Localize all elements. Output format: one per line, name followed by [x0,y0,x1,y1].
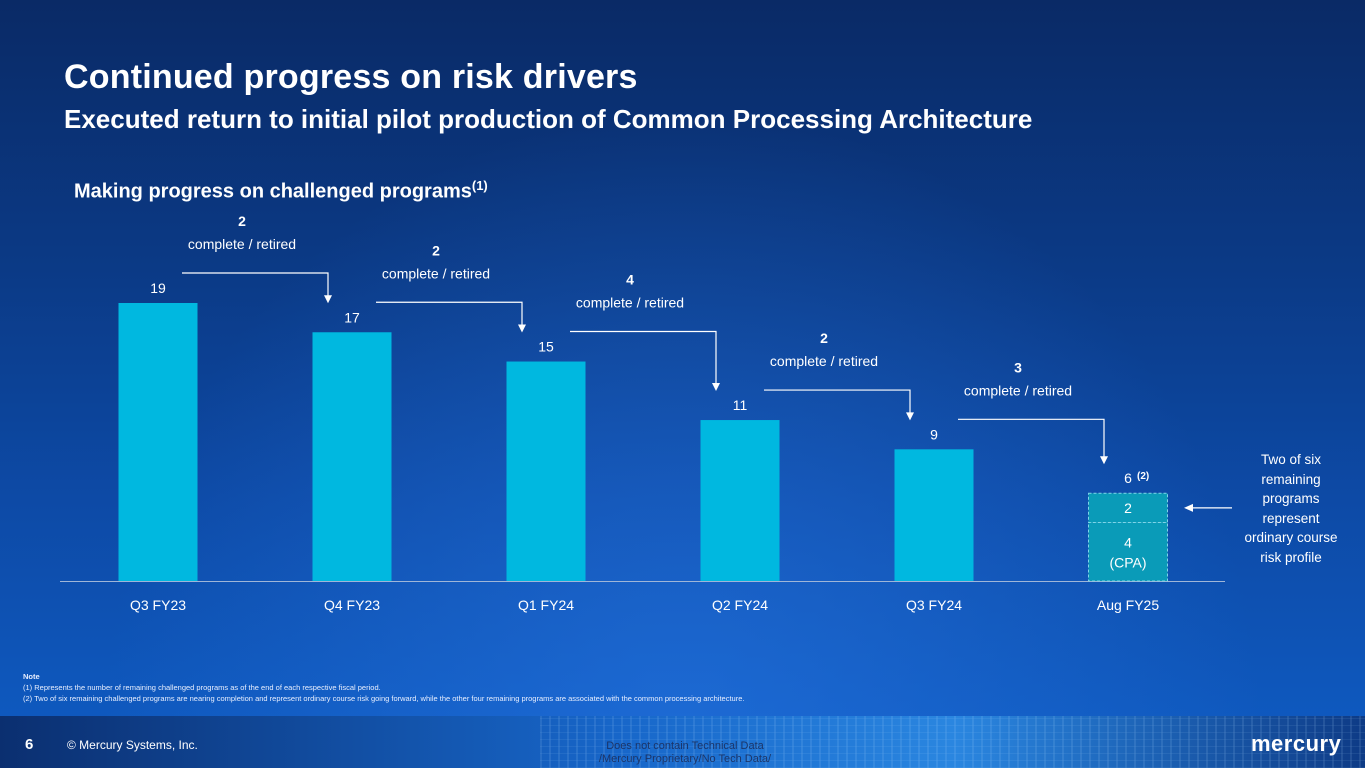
footer-band [0,716,1365,768]
x-tick-label: Q2 FY24 [712,597,768,613]
transition-connector [570,330,717,385]
segment-label: 4 [1124,535,1132,551]
transition-count: 2 [820,330,828,346]
disclaimer-line: /Mercury Proprietary/No Tech Data/ [598,753,772,765]
chart-section-title: Making progress on challenged programs(1… [74,178,488,204]
segment-label: 2 [1124,500,1132,516]
transition-text: complete / retired [770,353,878,369]
bar [312,332,392,581]
transition-arrowhead [518,324,526,333]
transition-count: 3 [1014,359,1022,375]
stacked-bar-segment [1088,521,1168,582]
bar [700,420,780,581]
transition-text: complete / retired [576,295,684,311]
bar-value-label: 15 [538,339,554,355]
transition-connector [376,301,523,326]
transition-text: complete / retired [188,236,296,252]
transition-connector [182,272,329,297]
x-tick-label: Q3 FY24 [906,597,962,613]
bar [506,361,586,581]
x-tick-label: Q1 FY24 [518,597,574,613]
transition-arrowhead [712,383,720,392]
footnote-item: (1) Represents the number of remaining c… [23,683,381,692]
transition-count: 2 [238,213,246,229]
page-title: Continued progress on risk drivers [64,58,638,96]
bar-value-label: 17 [344,309,360,325]
transition-count: 4 [626,272,634,288]
bar-value-footnote: (2) [1137,471,1149,482]
section-title-text: Making progress on challenged programs [74,180,472,203]
transition-text: complete / retired [964,382,1072,398]
bar [118,303,198,581]
bar-value-label: 19 [150,280,166,296]
side-note-line: remaining [1261,471,1321,487]
page-subtitle: Executed return to initial pilot product… [64,104,1033,134]
side-note-line: Two of six [1260,452,1322,467]
transition-count: 2 [432,242,440,258]
stacked-bar-segment [1088,492,1168,523]
transition-arrowhead [324,295,332,304]
segment-sublabel: (CPA) [1109,555,1146,571]
footnote-item: (2) Two of six remaining challenged prog… [23,694,745,703]
side-note: Two of six remaining programs represent … [1232,450,1350,567]
side-note-line: risk profile [1260,549,1322,565]
transition-text: complete / retired [382,265,490,281]
footnotes: Note (1) Represents the number of remain… [23,671,744,704]
challenged-programs-chart: 19 Q3 FY23 17 Q4 FY23 15 Q1 FY24 11 Q2 FY24 9 Q3 … [60,213,1225,613]
transition-connector [764,389,911,414]
bar-value-label: 11 [733,397,748,413]
x-tick-label: Q4 FY23 [324,597,380,613]
footnote-heading: Note [23,672,40,681]
x-tick-label: Q3 FY23 [130,597,186,613]
mercury-logo: mercury [1251,731,1342,756]
transition-arrowhead [1100,456,1108,465]
section-title-footnote: (1) [471,178,488,193]
side-note-arrowhead [1184,503,1193,512]
side-note-line: represent [1262,510,1320,526]
disclaimer: Does not contain Technical Data /Mercury… [560,740,810,766]
side-note-line: ordinary course [1244,530,1338,545]
transition-connector [958,418,1105,458]
side-note-line: programs [1262,491,1320,506]
bar [894,449,974,581]
x-tick-label: Aug FY25 [1097,597,1159,613]
footer-texture [540,716,1365,768]
copyright: © Mercury Systems, Inc. [67,738,198,752]
page-number: 6 [25,736,34,753]
bar-value-label: 6 [1124,470,1132,486]
bar-value-label: 9 [930,426,938,442]
transition-arrowhead [906,412,914,421]
disclaimer-line: Does not contain Technical Data [606,740,764,752]
